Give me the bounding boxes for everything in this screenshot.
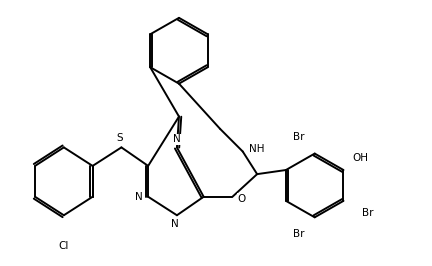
Text: OH: OH [352, 153, 368, 163]
Text: S: S [116, 133, 123, 143]
Text: N: N [173, 134, 181, 144]
Text: Br: Br [292, 229, 304, 239]
Text: NH: NH [249, 144, 265, 155]
Text: Br: Br [292, 132, 304, 142]
Text: O: O [237, 194, 246, 204]
Text: N: N [135, 192, 143, 202]
Text: Cl: Cl [59, 241, 69, 251]
Text: Br: Br [362, 208, 374, 218]
Text: N: N [171, 219, 179, 229]
